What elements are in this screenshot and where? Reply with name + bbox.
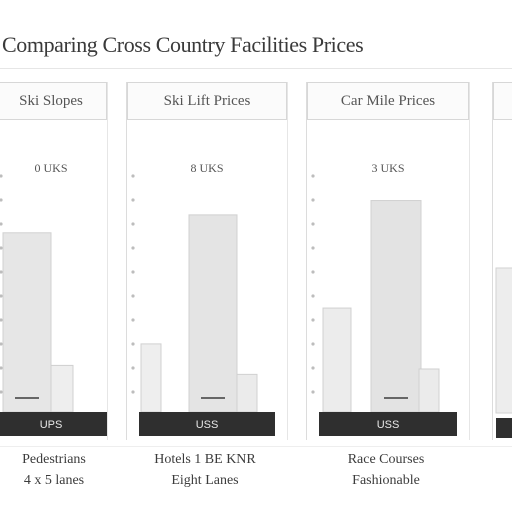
- bar-chart: 8 UKS USS: [131, 161, 275, 436]
- axis-tick: [0, 390, 3, 394]
- axis-tick: [311, 294, 315, 298]
- footer-label: USS: [196, 419, 219, 431]
- axis-tick: [131, 366, 135, 370]
- chart-caption-line-2: Eight Lanes: [171, 473, 239, 488]
- axis-tick: [311, 366, 315, 370]
- footer-band: [139, 412, 275, 436]
- chart-panel-header: Ski Slopes: [0, 82, 107, 120]
- axis-tick: [0, 270, 3, 274]
- bar: [140, 343, 162, 413]
- axis-tick: [311, 198, 315, 202]
- bar: [322, 307, 352, 413]
- footer-band: [0, 412, 107, 436]
- page-title: Comparing Cross Country Facilities Price…: [2, 32, 364, 57]
- bar: [2, 232, 52, 413]
- chart-panel-header: Car Mile Prices: [307, 82, 469, 120]
- bar-chart-partial: [495, 267, 512, 438]
- axis-tick: [0, 294, 3, 298]
- axis-tick: [131, 342, 135, 346]
- bar: [495, 267, 512, 414]
- bar-chart: 3 UKS USS: [311, 161, 457, 436]
- axis-tick: [0, 318, 3, 322]
- axis-tick: [131, 246, 135, 250]
- chart-panel-4-partial: [492, 82, 512, 440]
- value-label: 8 UKS: [190, 161, 223, 175]
- chart-panel-1: Ski Slopes 0 UKS UPS: [0, 82, 108, 440]
- footer-label: UPS: [40, 419, 63, 431]
- footer-label: USS: [377, 419, 400, 431]
- axis-tick: [131, 318, 135, 322]
- bar: [236, 373, 258, 413]
- bar: [418, 368, 440, 413]
- footer-band: [319, 412, 457, 436]
- axis-tick: [0, 174, 3, 178]
- chart-title: Ski Lift Prices: [163, 93, 251, 109]
- chart-caption-line-2: 4 x 5 lanes: [23, 473, 85, 488]
- axis-tick: [131, 294, 135, 298]
- axis-tick: [311, 246, 315, 250]
- bar: [370, 200, 422, 413]
- title-divider: [0, 68, 512, 69]
- chart-caption-line-1: Race Courses: [347, 452, 425, 467]
- bar: [496, 418, 512, 438]
- axis-tick: [311, 270, 315, 274]
- axis-tick: [0, 222, 3, 226]
- axis-tick: [131, 390, 135, 394]
- chart-caption-line-1: Hotels 1 BE KNR: [154, 452, 256, 467]
- value-label: 0 UKS: [34, 161, 67, 175]
- value-label: 3 UKS: [371, 161, 404, 175]
- chart-panel-header: [493, 82, 512, 120]
- axis-tick: [311, 318, 315, 322]
- chart-panel-3: Car Mile Prices 3 UKS USS: [306, 82, 470, 440]
- axis-tick: [311, 222, 315, 226]
- axis-tick: [311, 174, 315, 178]
- axis-tick: [131, 270, 135, 274]
- axis-tick: [0, 342, 3, 346]
- axis-tick: [131, 174, 135, 178]
- axis-tick: [0, 198, 3, 202]
- axis-tick: [0, 246, 3, 250]
- bar: [188, 214, 238, 413]
- axis-tick: [311, 390, 315, 394]
- chart-title: Ski Slopes: [19, 93, 83, 109]
- axis-tick: [131, 198, 135, 202]
- chart-title: Car Mile Prices: [340, 93, 436, 109]
- bar: [50, 364, 74, 413]
- chart-caption-line-1: Pedestrians: [22, 452, 86, 467]
- chart-caption-line-2: Fashionable: [352, 473, 420, 488]
- chart-panel-2: Ski Lift Prices 8 UKS USS: [126, 82, 288, 440]
- axis-tick: [131, 222, 135, 226]
- chart-panel-header: Ski Lift Prices: [127, 82, 287, 120]
- axis-tick: [311, 342, 315, 346]
- bar-chart: 0 UKS UPS: [0, 161, 107, 436]
- axis-tick: [0, 366, 3, 370]
- section-divider: [0, 446, 512, 447]
